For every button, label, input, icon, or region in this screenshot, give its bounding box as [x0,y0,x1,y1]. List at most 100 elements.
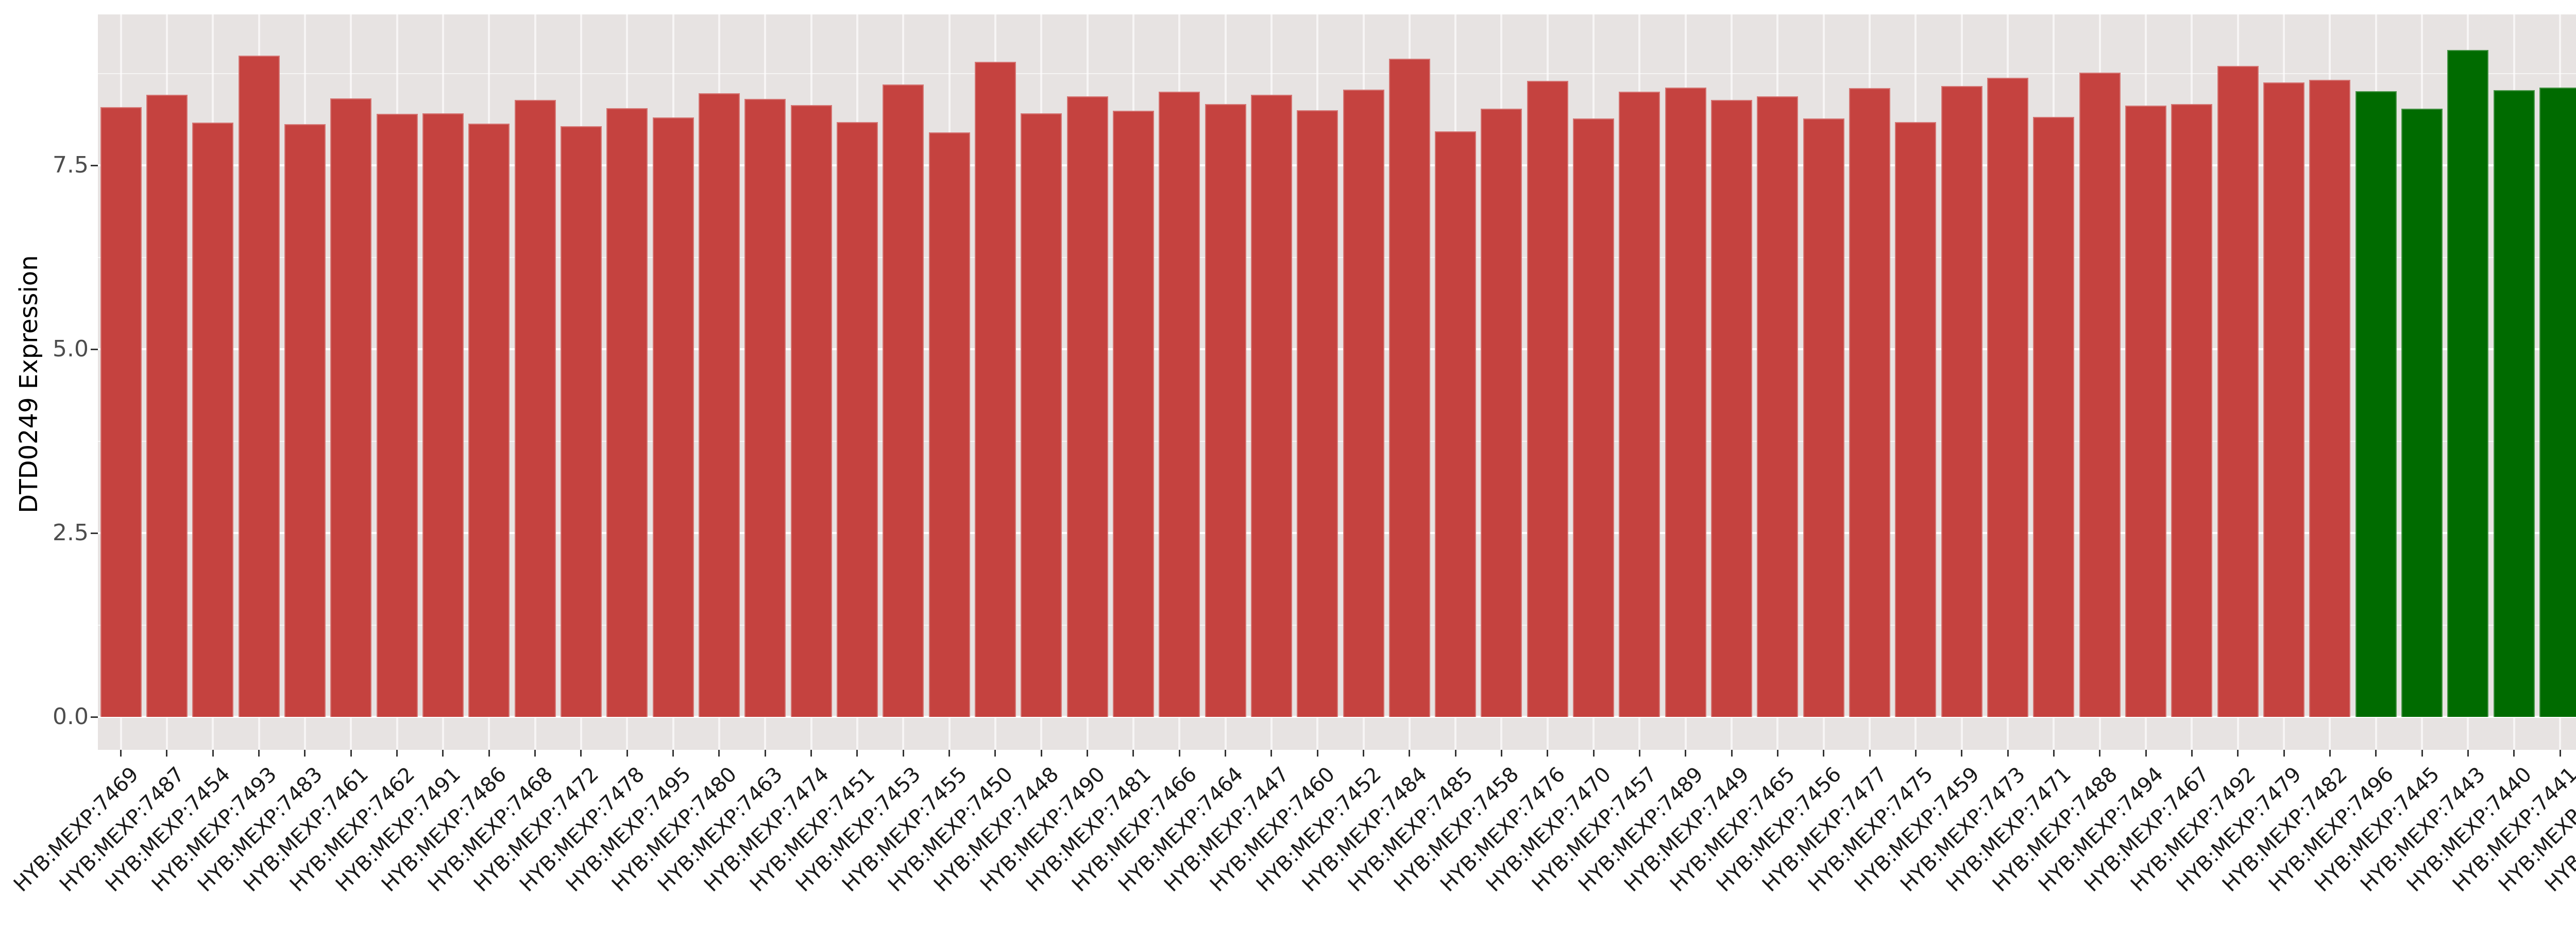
x-tick-mark [1914,750,1917,757]
bar-HYB:MEXP:7482 [2309,80,2351,717]
bar-HYB:MEXP:7470 [1573,118,1615,717]
x-tick-mark [1731,750,1733,757]
x-tick-mark [1225,750,1227,757]
gridline-major [98,716,2576,718]
bar-HYB:MEXP:7440 [2493,90,2535,717]
bar-HYB:MEXP:7466 [1159,92,1200,717]
x-tick-mark [2145,750,2147,757]
bar-HYB:MEXP:7495 [652,117,694,717]
x-tick-mark [1776,750,1778,757]
x-tick-mark [2375,750,2377,757]
bar-HYB:MEXP:7479 [2263,82,2305,717]
bar-HYB:MEXP:7454 [192,123,234,717]
bar-HYB:MEXP:7468 [514,99,556,717]
x-tick-mark [1547,750,1549,757]
x-tick-mark [2329,750,2331,757]
x-tick-mark [2559,750,2561,757]
bar-HYB:MEXP:7460 [1297,110,1338,717]
x-tick-mark [2053,750,2055,757]
x-tick-mark [120,750,122,757]
bar-HYB:MEXP:7443 [2447,49,2489,717]
bar-HYB:MEXP:7450 [974,61,1016,717]
x-tick-mark [1961,750,1963,757]
y-tick-label: 2.5 [53,520,89,546]
x-tick-mark [1409,750,1411,757]
x-tick-mark [534,750,536,757]
x-tick-mark [1040,750,1042,757]
bar-HYB:MEXP:7467 [2171,104,2213,717]
bar-HYB:MEXP:7492 [2217,66,2259,717]
x-tick-mark [2513,750,2515,757]
bar-HYB:MEXP:7456 [1803,118,1844,717]
bar-HYB:MEXP:7453 [883,84,924,717]
bar-HYB:MEXP:7491 [422,113,464,717]
y-tick-mark [91,165,98,166]
x-tick-mark [856,750,858,757]
bar-HYB:MEXP:7465 [1757,96,1799,717]
bar-HYB:MEXP:7447 [1250,94,1292,717]
x-tick-mark [2421,750,2423,757]
x-tick-mark [1363,750,1364,757]
x-tick-mark [1823,750,1825,757]
bar-HYB:MEXP:7463 [744,99,786,717]
x-tick-mark [1178,750,1180,757]
y-tick-mark [91,349,98,350]
x-tick-mark [1316,750,1318,757]
x-tick-mark [902,750,904,757]
y-tick-mark [91,716,98,718]
bar-HYB:MEXP:7480 [698,93,740,717]
x-tick-mark [304,750,306,757]
bar-HYB:MEXP:7462 [376,114,418,717]
bar-HYB:MEXP:7485 [1435,131,1477,717]
y-axis-title: DTD0249 Expression [14,255,43,513]
bar-HYB:MEXP:7449 [1711,99,1753,717]
x-tick-mark [1270,750,1273,757]
bar-HYB:MEXP:7455 [928,132,970,717]
x-tick-mark [2191,750,2193,757]
bar-HYB:MEXP:7486 [468,123,510,717]
bar-HYB:MEXP:7471 [2033,116,2075,717]
bar-HYB:MEXP:7448 [1021,113,1062,717]
x-tick-mark [1685,750,1687,757]
x-tick-mark [580,750,582,757]
x-tick-mark [1500,750,1502,757]
x-tick-mark [2283,750,2285,757]
bar-HYB:MEXP:7459 [1941,85,1982,717]
bar-HYB:MEXP:7445 [2401,109,2443,717]
bar-HYB:MEXP:7484 [1388,58,1430,717]
x-tick-mark [1592,750,1595,757]
bar-HYB:MEXP:7487 [146,94,188,717]
x-tick-mark [1638,750,1640,757]
bar-HYB:MEXP:7494 [2125,106,2167,717]
x-tick-mark [488,750,490,757]
bar-HYB:MEXP:7472 [560,126,602,717]
x-tick-mark [350,750,352,757]
x-tick-mark [2237,750,2239,757]
bar-HYB:MEXP:7493 [238,56,280,717]
bar-HYB:MEXP:7461 [330,98,372,717]
y-tick-label: 0.0 [53,703,89,730]
x-tick-mark [258,750,260,757]
bar-HYB:MEXP:7489 [1665,87,1706,717]
x-tick-mark [442,750,444,757]
x-tick-mark [1132,750,1134,757]
bar-HYB:MEXP:7464 [1205,104,1246,717]
y-tick-mark [91,533,98,534]
x-tick-mark [212,750,214,757]
bar-HYB:MEXP:7488 [2079,73,2121,717]
x-tick-mark [718,750,720,757]
bar-HYB:MEXP:7476 [1527,80,1568,717]
bar-HYB:MEXP:7474 [790,105,832,717]
bar-HYB:MEXP:7477 [1849,88,1891,717]
bar-HYB:MEXP:7451 [836,122,878,717]
bar-HYB:MEXP:7469 [100,107,142,717]
x-tick-mark [396,750,398,757]
x-tick-mark [2099,750,2101,757]
plot-panel [98,14,2576,750]
bar-HYB:MEXP:7458 [1481,109,1522,717]
x-tick-mark [1087,750,1089,757]
x-tick-mark [810,750,812,757]
x-tick-mark [2007,750,2009,757]
gridline-minor [98,73,2576,74]
